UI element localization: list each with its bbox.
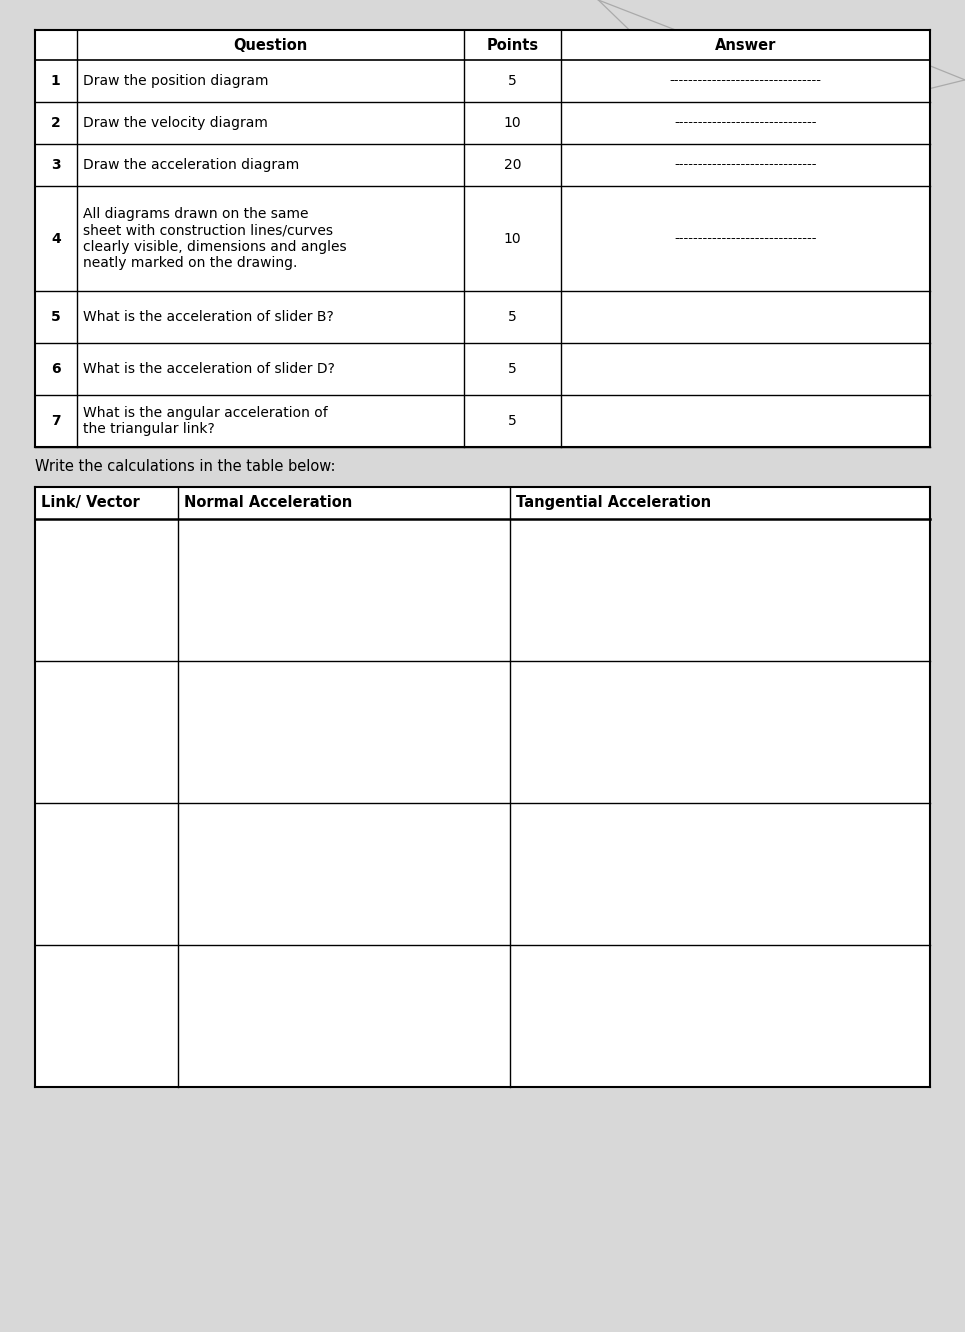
Text: ------------------------------: ------------------------------ [675, 116, 816, 129]
Text: 7: 7 [51, 414, 61, 428]
Text: Write the calculations in the table below:: Write the calculations in the table belo… [35, 460, 336, 474]
Text: Link/ Vector: Link/ Vector [41, 496, 140, 510]
Bar [35, 488, 930, 1087]
Text: ------------------------------: ------------------------------ [675, 232, 816, 245]
Bar [35, 31, 930, 448]
Text: 10: 10 [504, 232, 521, 245]
Text: 5: 5 [51, 310, 61, 324]
Text: Draw the position diagram: Draw the position diagram [83, 75, 268, 88]
Text: Draw the velocity diagram: Draw the velocity diagram [83, 116, 267, 131]
Text: 20: 20 [504, 159, 521, 172]
Text: 3: 3 [51, 159, 61, 172]
Text: Draw the acceleration diagram: Draw the acceleration diagram [83, 159, 299, 172]
Text: 4: 4 [51, 232, 61, 245]
Text: 5: 5 [509, 414, 517, 428]
Text: 2: 2 [51, 116, 61, 131]
Text: All diagrams drawn on the same
sheet with construction lines/curves
clearly visi: All diagrams drawn on the same sheet wit… [83, 208, 346, 270]
Text: 5: 5 [509, 310, 517, 324]
Text: Points: Points [486, 37, 538, 52]
Text: What is the acceleration of slider D?: What is the acceleration of slider D? [83, 362, 335, 376]
Text: 5: 5 [509, 75, 517, 88]
Text: Answer: Answer [715, 37, 776, 52]
Text: 1: 1 [51, 75, 61, 88]
Text: 6: 6 [51, 362, 61, 376]
Text: 10: 10 [504, 116, 521, 131]
Text: ------------------------------: ------------------------------ [675, 159, 816, 172]
Text: Question: Question [234, 37, 308, 52]
Text: What is the angular acceleration of
the triangular link?: What is the angular acceleration of the … [83, 406, 327, 436]
Text: 5: 5 [509, 362, 517, 376]
Text: Tangential Acceleration: Tangential Acceleration [516, 496, 711, 510]
Text: --------------------------------: -------------------------------- [670, 75, 821, 88]
Text: Normal Acceleration: Normal Acceleration [184, 496, 352, 510]
Text: What is the acceleration of slider B?: What is the acceleration of slider B? [83, 310, 333, 324]
